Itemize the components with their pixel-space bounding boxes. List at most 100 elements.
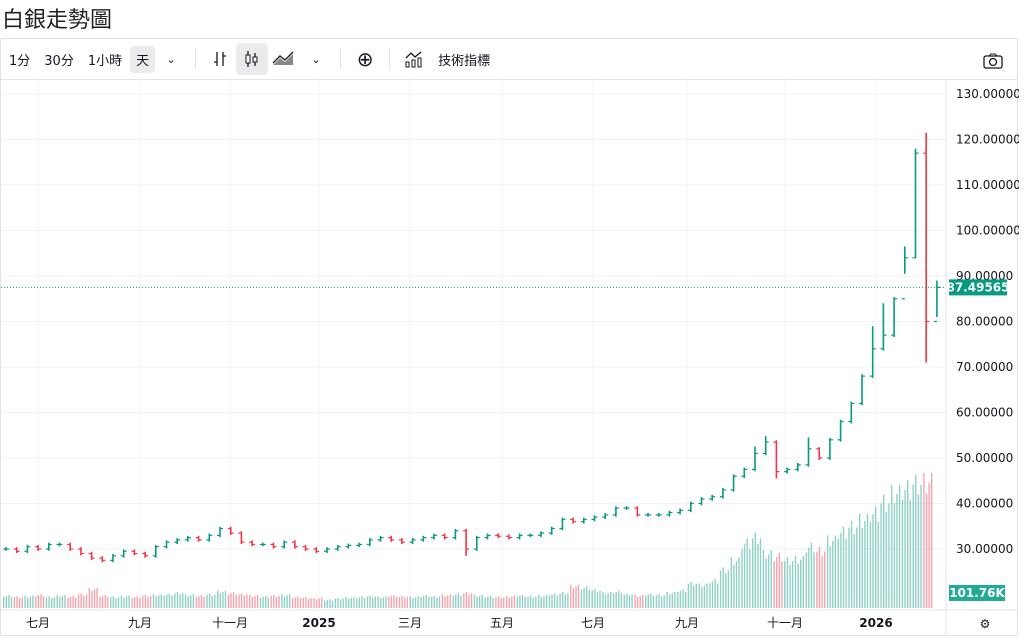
bar-chart-icon[interactable] [204, 43, 236, 75]
volume-bar [243, 595, 245, 608]
volume-bar [701, 587, 703, 608]
volume-bar [361, 596, 363, 608]
volume-bar [791, 561, 794, 608]
candlestick-icon[interactable] [236, 43, 269, 75]
volume-bar [331, 600, 334, 608]
volume-bar [310, 597, 312, 608]
volume-bar [136, 596, 138, 608]
volume-bar [508, 597, 510, 608]
volume-bar [925, 493, 928, 608]
volume-bar [452, 595, 454, 608]
volume-bar [842, 526, 845, 608]
volume-bar [904, 489, 906, 608]
volume-bar [813, 552, 815, 608]
x-tick-label: 2026 [859, 616, 892, 630]
interval-1h[interactable]: 1小時 [87, 53, 123, 69]
volume-bar [604, 594, 607, 608]
volume-bar [217, 590, 219, 608]
volume-bar [545, 594, 548, 608]
volume-bar [583, 587, 585, 608]
volume-bar [21, 597, 23, 608]
interval-30m[interactable]: 30分 [44, 53, 74, 69]
volume-bar [455, 594, 457, 608]
volume-bar [120, 595, 123, 608]
volume-bar [385, 596, 387, 608]
volume-bar [567, 593, 569, 608]
volume-bar [778, 552, 780, 608]
volume-bar [818, 547, 821, 608]
volume-bar [101, 595, 104, 608]
chevron-down-icon[interactable]: ⌄ [311, 52, 321, 66]
volume-bar [693, 585, 695, 608]
volume-bar [532, 597, 534, 608]
volume-bar [374, 596, 376, 608]
volume-bar [586, 586, 588, 608]
volume-bar [206, 594, 208, 608]
volume-bar [200, 594, 203, 608]
volume-bar [393, 594, 395, 608]
y-tick-label: 110.00000 [956, 178, 1019, 192]
volume-bar [733, 564, 735, 608]
divider [340, 48, 342, 70]
volume-bar [896, 493, 898, 608]
volume-bar [171, 595, 173, 608]
volume-bar [348, 598, 350, 608]
volume-bar [382, 597, 385, 608]
volume-bar [428, 596, 430, 608]
volume-bar [324, 600, 326, 608]
volume-bar [195, 596, 197, 608]
area-chart-icon[interactable] [268, 43, 300, 75]
interval-1m[interactable]: 1分 [9, 53, 31, 69]
volume-bar [861, 527, 863, 608]
volume-bar [13, 597, 16, 608]
camera-icon[interactable] [977, 45, 1009, 77]
volume-bar [564, 594, 566, 608]
volume-bar [5, 595, 7, 608]
volume-bar [465, 592, 468, 608]
volume-bar [607, 593, 609, 608]
volume-bar [256, 594, 259, 608]
volume-bar [115, 598, 117, 608]
volume-bar [650, 593, 652, 608]
volume-bar [808, 547, 810, 608]
volume-bar [660, 596, 663, 608]
volume-bar [85, 594, 88, 608]
settings-icon[interactable]: ⚙ [980, 617, 991, 631]
volume-bar [59, 596, 61, 608]
volume-bar [356, 598, 358, 608]
volume-bar [735, 561, 738, 608]
price-chart[interactable]: 30.00000 40.00000 50.00000 60.00000 70.00000… [1, 79, 1019, 636]
volume-bar [51, 598, 53, 608]
indicators-icon[interactable] [398, 43, 430, 75]
volume-bar [232, 592, 235, 608]
volume-bar [682, 589, 684, 608]
volume-bar [816, 551, 818, 608]
chart-toolbar: 1分 30分 1小時 天 ⌄ ⌄ ⊕ 技術指標 [1, 39, 1017, 80]
volume-bar [414, 597, 417, 608]
volume-bar [805, 552, 807, 608]
add-circle-icon[interactable]: ⊕ [356, 47, 374, 71]
volume-bar [61, 595, 64, 608]
volume-bar [3, 596, 5, 608]
indicators-button[interactable]: 技術指標 [438, 53, 491, 69]
volume-bar [829, 546, 831, 608]
volume-bar [166, 594, 168, 608]
chevron-down-icon[interactable]: ⌄ [166, 52, 176, 66]
volume-bar [888, 503, 890, 608]
volume-bar [241, 593, 243, 608]
y-tick-label: 80.00000 [956, 315, 1013, 329]
volume-bar [711, 581, 714, 608]
y-tick-label: 120.00000 [956, 133, 1019, 147]
volume-bar [117, 597, 120, 608]
volume-bar [652, 595, 655, 608]
volume-bar [222, 591, 224, 608]
volume-bar [77, 594, 80, 608]
volume-bar [179, 594, 181, 608]
volume-bar [321, 597, 323, 608]
volume-bar [353, 597, 355, 608]
volume-bar [591, 590, 593, 608]
volume-bar [425, 594, 427, 608]
volume-bar [259, 597, 262, 608]
interval-1d[interactable]: 天 [130, 45, 156, 73]
x-tick-label: 三月 [398, 616, 422, 630]
